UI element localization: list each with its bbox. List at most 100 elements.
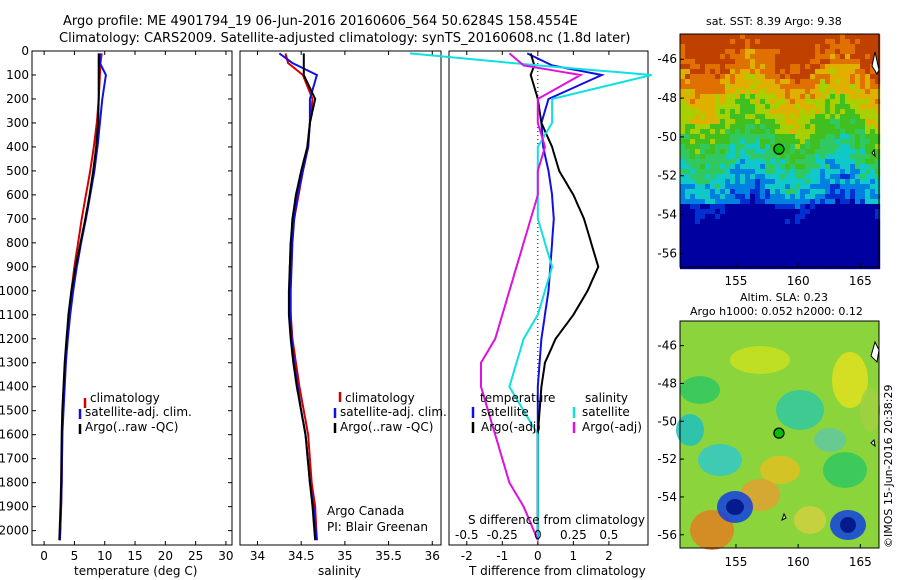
sst-cell xyxy=(775,39,781,45)
sst-cell xyxy=(700,209,706,215)
sst-cell xyxy=(785,144,791,150)
sst-cell xyxy=(835,234,841,240)
sst-cell xyxy=(840,114,846,120)
sst-cell xyxy=(865,234,871,240)
sst-cell xyxy=(845,59,851,65)
sst-cell xyxy=(765,219,771,225)
sst-cell xyxy=(815,104,821,110)
sst-cell xyxy=(775,109,781,115)
sst-cell xyxy=(760,249,766,255)
sst-cell xyxy=(740,109,746,115)
sst-cell xyxy=(760,64,766,70)
sst-cell xyxy=(690,119,696,125)
sst-cell xyxy=(845,209,851,215)
sst-cell xyxy=(810,139,816,145)
sst-cell xyxy=(760,254,766,260)
sst-cell xyxy=(755,164,761,170)
sst-cell xyxy=(865,254,871,260)
sst-cell xyxy=(715,174,721,180)
sst-cell xyxy=(730,39,736,45)
sst-cell xyxy=(710,69,716,75)
sst-cell xyxy=(775,254,781,260)
sst-cell xyxy=(845,64,851,70)
sst-cell xyxy=(725,114,731,120)
sst-cell xyxy=(860,134,866,140)
sst-cell xyxy=(750,254,756,260)
sst-cell xyxy=(760,119,766,125)
y-tick-label: 1400 xyxy=(0,380,29,394)
sst-cell xyxy=(785,89,791,95)
sst-cell xyxy=(805,154,811,160)
sst-cell xyxy=(830,74,836,80)
sst-cell xyxy=(865,84,871,90)
sst-cell xyxy=(770,124,776,130)
sst-cell xyxy=(830,244,836,250)
sst-cell xyxy=(815,174,821,180)
sst-cell xyxy=(870,204,876,210)
sst-cell xyxy=(865,119,871,125)
sst-cell xyxy=(735,99,741,105)
sst-cell xyxy=(810,239,816,245)
sst-cell xyxy=(870,69,876,75)
sst-cell xyxy=(875,219,881,225)
sst-cell xyxy=(750,189,756,195)
sst-cell xyxy=(860,184,866,190)
sst-cell xyxy=(865,179,871,185)
sst-cell xyxy=(735,184,741,190)
sst-cell xyxy=(735,69,741,75)
sst-cell xyxy=(870,169,876,175)
sst-cell xyxy=(830,149,836,155)
sst-cell xyxy=(695,224,701,230)
sst-cell xyxy=(845,139,851,145)
sst-cell xyxy=(805,134,811,140)
sst-cell xyxy=(870,84,876,90)
sst-cell xyxy=(735,174,741,180)
sst-cell xyxy=(725,159,731,165)
sst-cell xyxy=(850,139,856,145)
sst-cell xyxy=(720,109,726,115)
sst-cell xyxy=(700,59,706,65)
sst-cell xyxy=(805,234,811,240)
sst-cell xyxy=(830,224,836,230)
sst-cell xyxy=(785,249,791,255)
sst-cell xyxy=(760,239,766,245)
sst-cell xyxy=(785,209,791,215)
sst-cell xyxy=(730,189,736,195)
sst-cell xyxy=(825,244,831,250)
sst-cell xyxy=(715,59,721,65)
sst-cell xyxy=(850,244,856,250)
sst-cell xyxy=(785,74,791,80)
sst-cell xyxy=(740,44,746,50)
sst-cell xyxy=(850,249,856,255)
sst-cell xyxy=(835,69,841,75)
sst-cell xyxy=(855,104,861,110)
sst-cell xyxy=(705,124,711,130)
sst-cell xyxy=(750,74,756,80)
sst-cell xyxy=(870,209,876,215)
sst-cell xyxy=(730,234,736,240)
sst-cell xyxy=(760,139,766,145)
sst-cell xyxy=(805,124,811,130)
sst-cell xyxy=(870,254,876,260)
sst-argo-marker xyxy=(773,143,785,155)
sst-cell xyxy=(765,214,771,220)
series-line-argo-raw-qc- xyxy=(58,53,100,541)
sst-cell xyxy=(865,124,871,130)
sst-cell xyxy=(795,59,801,65)
sst-cell xyxy=(680,204,686,210)
sst-cell xyxy=(815,209,821,215)
sst-cell xyxy=(870,234,876,240)
sst-cell xyxy=(680,94,686,100)
sst-cell xyxy=(740,34,746,40)
sst-cell xyxy=(775,179,781,185)
sst-cell xyxy=(775,104,781,110)
sst-cell xyxy=(715,249,721,255)
y-tick-label: 600 xyxy=(6,188,29,202)
sst-cell xyxy=(825,119,831,125)
sst-cell xyxy=(775,184,781,190)
sst-cell xyxy=(810,109,816,115)
sst-cell xyxy=(750,39,756,45)
sst-cell xyxy=(785,239,791,245)
sst-cell xyxy=(825,174,831,180)
sst-cell xyxy=(740,249,746,255)
